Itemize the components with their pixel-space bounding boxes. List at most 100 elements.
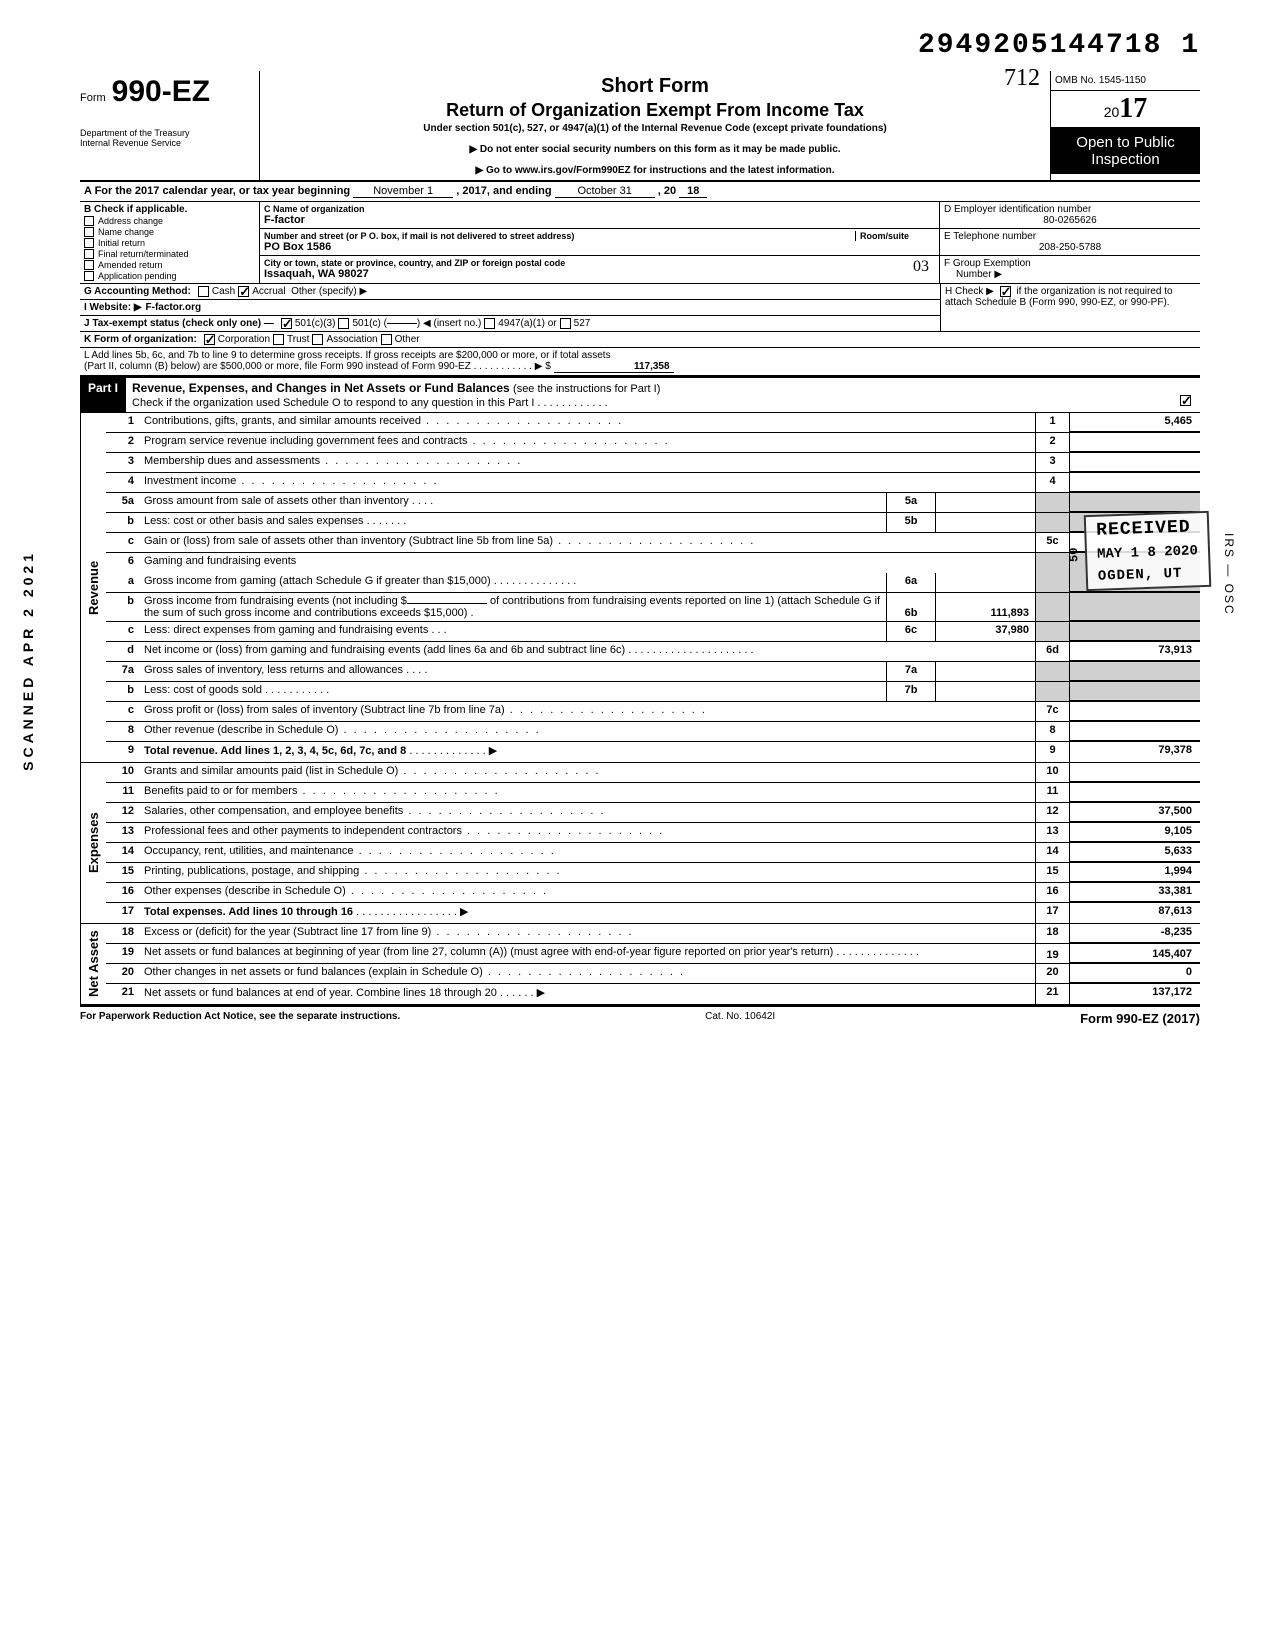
chk-address-change[interactable]: Address change [84, 216, 255, 226]
row-num: b [106, 682, 140, 701]
revenue-section: Revenue 1Contributions, gifts, grants, a… [80, 413, 1200, 763]
row-num: 6 [106, 553, 140, 573]
row-num: b [106, 513, 140, 532]
chk-label: Application pending [98, 271, 177, 281]
chk-501c[interactable] [338, 318, 349, 329]
row-num: c [106, 622, 140, 641]
chk-trust[interactable] [273, 334, 284, 345]
row-desc: Less: direct expenses from gaming and fu… [144, 624, 428, 636]
stamp-place: OGDEN, UT [1098, 565, 1199, 585]
chk-amended-return[interactable]: Amended return [84, 260, 255, 270]
opt-501c3: 501(c)(3) [295, 318, 336, 329]
row-num: a [106, 573, 140, 592]
footer-left: For Paperwork Reduction Act Notice, see … [80, 1011, 400, 1026]
row-desc: Contributions, gifts, grants, and simila… [140, 413, 1036, 432]
row-num: 21 [106, 984, 140, 1004]
footer-mid: Cat. No. 10642I [705, 1011, 775, 1026]
row-desc: Salaries, other compensation, and employ… [140, 803, 1036, 822]
chk-application-pending[interactable]: Application pending [84, 271, 255, 281]
chk-final-return[interactable]: Final return/terminated [84, 249, 255, 259]
sub-num: 6c [886, 622, 936, 641]
row-lnum: 10 [1036, 763, 1070, 782]
checkbox-icon[interactable] [84, 260, 94, 270]
section-c: C Name of organization F-factor Room/sui… [260, 202, 940, 283]
chk-label: Final return/terminated [98, 249, 189, 259]
chk-initial-return[interactable]: Initial return [84, 238, 255, 248]
opt-accrual: Accrual [252, 286, 285, 297]
short-form-label: Short Form [270, 75, 1040, 98]
expenses-side-label: Expenses [80, 763, 106, 923]
row-desc: Other expenses (describe in Schedule O) [140, 883, 1036, 902]
chk-cash[interactable] [198, 286, 209, 297]
sub-val [936, 682, 1036, 701]
row-amt [1070, 702, 1200, 721]
sub-val [936, 513, 1036, 532]
row-desc: Printing, publications, postage, and shi… [140, 863, 1036, 882]
row-amt: 37,500 [1070, 803, 1200, 822]
netassets-side-label: Net Assets [80, 924, 106, 1004]
row-num: 20 [106, 964, 140, 983]
expenses-section: Expenses 10Grants and similar amounts pa… [80, 763, 1200, 924]
line-k: K Form of organization: Corporation Trus… [80, 332, 1200, 348]
row-desc: Occupancy, rent, utilities, and maintena… [140, 843, 1036, 862]
checkbox-icon[interactable] [84, 238, 94, 248]
row-lnum: 14 [1036, 843, 1070, 862]
row-lnum-shade [1036, 662, 1070, 681]
row-lnum: 15 [1036, 863, 1070, 882]
city-label: City or town, state or province, country… [264, 258, 935, 268]
d-ein-value: 80-0265626 [944, 215, 1196, 226]
row-num: 11 [106, 783, 140, 802]
row-amt [1070, 453, 1200, 472]
chk-association[interactable] [312, 334, 323, 345]
form-header: Form 990-EZ Department of the Treasury I… [80, 71, 1200, 182]
part-1-header: Part I Revenue, Expenses, and Changes in… [80, 377, 1200, 413]
row-num: 4 [106, 473, 140, 492]
row-desc: Membership dues and assessments [140, 453, 1036, 472]
chk-accrual[interactable] [238, 286, 249, 297]
stamp-received: RECEIVED [1096, 517, 1197, 541]
chk-schedule-b[interactable] [1000, 286, 1011, 297]
checkbox-icon[interactable] [84, 249, 94, 259]
row-lnum-shade [1036, 493, 1070, 512]
chk-527[interactable] [560, 318, 571, 329]
row-num: 13 [106, 823, 140, 842]
row-num: 19 [106, 944, 140, 963]
row-amt: 0 [1070, 964, 1200, 983]
sub-num: 6b [886, 593, 936, 621]
line-k-label: K Form of organization: [84, 334, 197, 345]
row-amt-shade [1070, 662, 1200, 681]
chk-schedule-o[interactable] [1180, 395, 1191, 406]
row-num: 5a [106, 493, 140, 512]
row-desc: Gross amount from sale of assets other t… [144, 495, 409, 507]
checkbox-icon[interactable] [84, 216, 94, 226]
checkbox-icon[interactable] [84, 227, 94, 237]
row-lnum: 18 [1036, 924, 1070, 943]
chk-other-org[interactable] [381, 334, 392, 345]
chk-name-change[interactable]: Name change [84, 227, 255, 237]
row-lnum: 13 [1036, 823, 1070, 842]
row-amt [1070, 763, 1200, 782]
line-l: L Add lines 5b, 6c, and 7b to line 9 to … [80, 348, 1200, 377]
sub-num: 7b [886, 682, 936, 701]
row-lnum-shade [1036, 553, 1070, 573]
c-name-label: C Name of organization [264, 204, 935, 214]
row-amt: 79,378 [1070, 742, 1200, 762]
row-amt [1070, 783, 1200, 802]
chk-corporation[interactable] [204, 334, 215, 345]
row-desc: Excess or (deficit) for the year (Subtra… [140, 924, 1036, 943]
checkbox-icon[interactable] [84, 271, 94, 281]
chk-4947[interactable] [484, 318, 495, 329]
row-amt-shade [1070, 622, 1200, 641]
opt-trust: Trust [287, 334, 309, 345]
row-num: 18 [106, 924, 140, 943]
opt-527: 527 [574, 318, 591, 329]
open-line2: Inspection [1055, 151, 1196, 168]
chk-501c3[interactable] [281, 318, 292, 329]
row-num: 8 [106, 722, 140, 741]
header-mid: 712 Short Form Return of Organization Ex… [260, 71, 1050, 180]
line-h: H Check ▶ if the organization is not req… [940, 284, 1200, 331]
footer-right: Form 990-EZ (2017) [1080, 1011, 1200, 1026]
e-phone-value: 208-250-5788 [944, 242, 1196, 253]
row-num: b [106, 593, 140, 621]
section-de: D Employer identification number 80-0265… [940, 202, 1200, 283]
